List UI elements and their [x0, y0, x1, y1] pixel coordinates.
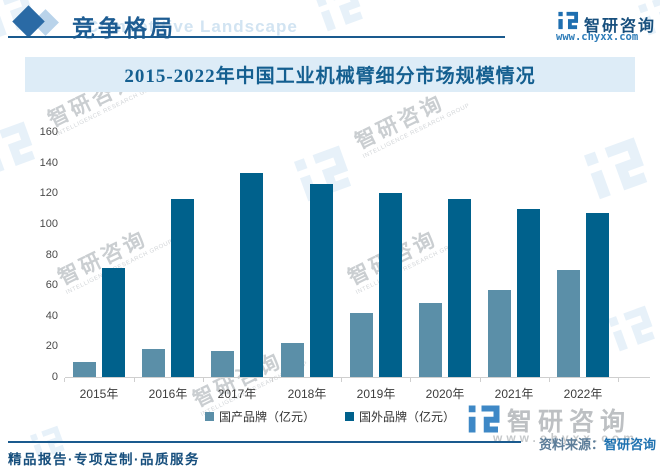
bar-domestic-2021年	[488, 290, 511, 377]
y-axis-tick-label: 80	[45, 249, 58, 261]
x-axis-tick	[64, 378, 65, 382]
legend-swatch	[204, 412, 214, 421]
bar-foreign-2021年	[517, 209, 540, 377]
legend-item: 国外品牌（亿元）	[345, 408, 455, 425]
bar-foreign-2016年	[171, 199, 194, 377]
x-axis-tick	[203, 378, 204, 382]
section-title-watermark: Competitive Landscape	[86, 17, 298, 36]
bar-foreign-2017年	[240, 173, 263, 377]
x-axis-category-label: 2016年	[148, 387, 188, 401]
y-axis-tick-label: 20	[45, 340, 58, 352]
y-axis-tick-label: 0	[51, 371, 58, 383]
data-source: 资料来源：智研咨询	[539, 434, 656, 453]
x-axis-tick	[410, 378, 411, 382]
bar-domestic-2022年	[557, 270, 580, 377]
bar-foreign-2018年	[310, 184, 333, 377]
x-axis-tick	[272, 378, 273, 382]
x-axis-category-label: 2021年	[494, 387, 534, 401]
x-axis-category-label: 2017年	[217, 387, 257, 401]
x-axis-tick	[618, 378, 619, 382]
footer-tagline: 精品报告·专项定制·品质服务	[8, 452, 200, 467]
header-divider	[8, 36, 505, 38]
source-label: 资料来源：	[538, 437, 604, 452]
bar-domestic-2017年	[211, 351, 234, 377]
x-axis-tick	[134, 378, 135, 382]
y-axis-tick-label: 120	[39, 187, 58, 199]
x-axis-category-label: 2019年	[356, 387, 396, 401]
bar-domestic-2015年	[73, 362, 96, 377]
y-axis-tick-label: 100	[39, 218, 58, 230]
x-axis-line	[65, 377, 650, 378]
legend-swatch	[345, 412, 354, 421]
x-axis-category-label: 2018年	[287, 387, 327, 401]
brand-url: www.chyxx.com	[556, 31, 639, 43]
y-axis-tick-label: 140	[39, 157, 58, 169]
legend-item: 国产品牌（亿元）	[204, 408, 315, 425]
bar-foreign-2022年	[586, 213, 609, 377]
chart-legend: 国产品牌（亿元） 国外品牌（亿元）	[0, 408, 660, 425]
bar-foreign-2020年	[448, 199, 471, 377]
bar-foreign-2015年	[102, 268, 125, 377]
bar-foreign-2019年	[379, 193, 402, 377]
bar-domestic-2019年	[350, 313, 373, 377]
legend-label: 国外品牌（亿元）	[359, 410, 456, 424]
chart-title: 2015-2022年中国工业机械臂细分市场规模情况	[124, 66, 536, 87]
x-axis-category-label: 2022年	[563, 387, 603, 401]
x-axis-tick	[480, 378, 481, 382]
source-brand: 智研咨询	[603, 437, 656, 452]
x-axis-category-label: 2015年	[79, 387, 119, 401]
footer-divider	[8, 441, 521, 443]
chart-title-band: 2015-2022年中国工业机械臂细分市场规模情况	[25, 57, 635, 92]
bar-domestic-2018年	[281, 343, 304, 377]
y-axis-tick-label: 60	[45, 279, 58, 291]
x-axis-tick	[341, 378, 342, 382]
bar-domestic-2016年	[142, 349, 165, 377]
y-axis-tick-label: 40	[45, 310, 58, 322]
bar-domestic-2020年	[419, 303, 442, 377]
legend-label: 国产品牌（亿元）	[218, 410, 315, 424]
x-axis-tick	[549, 378, 550, 382]
y-axis-tick-label: 160	[39, 126, 58, 138]
x-axis-category-label: 2020年	[425, 387, 465, 401]
